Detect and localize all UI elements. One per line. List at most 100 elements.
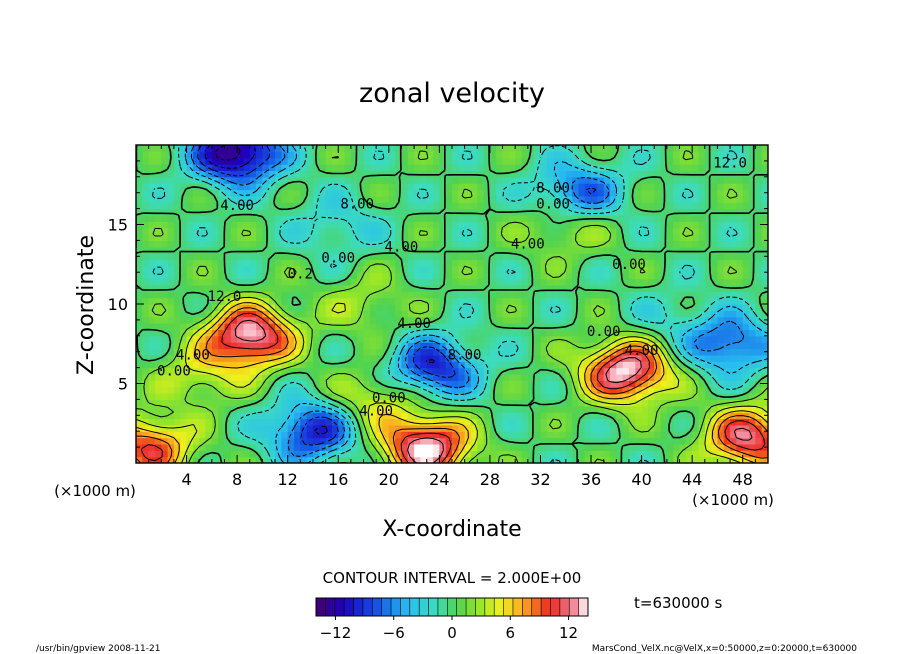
field-cell bbox=[199, 284, 207, 292]
field-cell bbox=[540, 221, 548, 229]
field-cell bbox=[192, 195, 200, 203]
field-cell bbox=[230, 246, 238, 254]
field-cell bbox=[578, 291, 586, 299]
field-cell bbox=[262, 259, 270, 267]
field-cell bbox=[711, 189, 719, 197]
field-cell bbox=[173, 361, 181, 369]
field-cell bbox=[559, 157, 567, 165]
field-cell bbox=[395, 316, 403, 324]
field-cell bbox=[723, 373, 731, 381]
field-cell bbox=[148, 195, 156, 203]
field-cell bbox=[692, 443, 700, 451]
field-cell bbox=[199, 189, 207, 197]
field-cell bbox=[281, 284, 289, 292]
field-cell bbox=[192, 227, 200, 235]
field-cell bbox=[344, 214, 352, 222]
field-cell bbox=[363, 195, 371, 203]
field-cell bbox=[173, 221, 181, 229]
field-cell bbox=[186, 265, 194, 273]
field-cell bbox=[685, 431, 693, 439]
field-cell bbox=[287, 265, 295, 273]
field-cell bbox=[433, 272, 440, 280]
field-cell bbox=[508, 278, 516, 286]
field-cell bbox=[660, 361, 668, 369]
field-cell bbox=[584, 272, 592, 280]
field-cell bbox=[363, 157, 371, 165]
field-cell bbox=[192, 291, 200, 299]
field-cell bbox=[148, 437, 156, 445]
field-cell bbox=[502, 284, 510, 292]
field-cell bbox=[502, 145, 510, 152]
field-cell bbox=[483, 450, 491, 458]
field-cell bbox=[515, 456, 523, 463]
field-cell bbox=[553, 259, 561, 267]
field-cell bbox=[230, 393, 238, 400]
field-cell bbox=[635, 151, 643, 159]
field-cell bbox=[591, 164, 598, 172]
field-cell bbox=[458, 316, 466, 324]
field-cell bbox=[534, 265, 542, 273]
field-cell bbox=[666, 399, 674, 407]
field-cell bbox=[376, 329, 384, 337]
field-cell bbox=[628, 367, 636, 375]
field-cell bbox=[584, 418, 592, 426]
field-cell bbox=[218, 227, 226, 235]
field-cell bbox=[483, 431, 491, 439]
field-cell bbox=[717, 412, 725, 420]
field-cell bbox=[534, 386, 542, 394]
field-cell bbox=[749, 424, 756, 432]
field-cell bbox=[407, 386, 415, 394]
field-cell bbox=[237, 399, 245, 407]
field-cell bbox=[388, 246, 396, 254]
field-cell bbox=[597, 208, 605, 216]
field-cell bbox=[755, 157, 763, 165]
field-cell bbox=[584, 278, 592, 286]
field-cell bbox=[395, 259, 403, 267]
field-cell bbox=[502, 316, 510, 324]
field-cell bbox=[426, 310, 434, 318]
field-cell bbox=[452, 297, 459, 305]
field-cell bbox=[363, 310, 371, 318]
field-cell bbox=[546, 221, 554, 229]
field-cell bbox=[540, 450, 548, 458]
field-cell bbox=[464, 424, 472, 432]
field-cell bbox=[483, 399, 491, 407]
field-cell bbox=[647, 164, 655, 172]
field-cell bbox=[338, 367, 346, 375]
field-cell bbox=[281, 412, 289, 420]
field-cell bbox=[742, 354, 750, 362]
field-cell bbox=[230, 278, 238, 286]
field-cell bbox=[199, 450, 207, 458]
field-cell bbox=[281, 393, 289, 400]
field-cell bbox=[325, 431, 333, 439]
field-cell bbox=[407, 246, 415, 254]
field-cell bbox=[262, 265, 270, 273]
field-cell bbox=[761, 329, 768, 337]
field-cell bbox=[395, 431, 403, 439]
field-cell bbox=[622, 195, 630, 203]
field-cell bbox=[344, 240, 352, 248]
field-cell bbox=[654, 284, 662, 292]
field-cell bbox=[154, 272, 162, 280]
field-cell bbox=[312, 386, 320, 394]
field-cell bbox=[420, 189, 428, 197]
field-cell bbox=[635, 335, 643, 343]
field-cell bbox=[306, 431, 314, 439]
field-cell bbox=[698, 304, 706, 311]
field-cell bbox=[540, 176, 548, 184]
field-cell bbox=[483, 297, 491, 305]
field-cell bbox=[483, 278, 491, 286]
field-cell bbox=[243, 195, 251, 203]
field-cell bbox=[325, 202, 333, 210]
field-cell bbox=[515, 221, 523, 229]
field-cell bbox=[553, 297, 561, 305]
field-cell bbox=[407, 284, 415, 292]
field-cell bbox=[312, 310, 320, 318]
field-cell bbox=[508, 157, 516, 165]
field-cell bbox=[666, 393, 674, 400]
field-cell bbox=[363, 183, 371, 191]
field-cell bbox=[148, 386, 156, 394]
field-cell bbox=[622, 361, 630, 369]
field-cell bbox=[319, 342, 327, 350]
field-cell bbox=[205, 386, 213, 394]
